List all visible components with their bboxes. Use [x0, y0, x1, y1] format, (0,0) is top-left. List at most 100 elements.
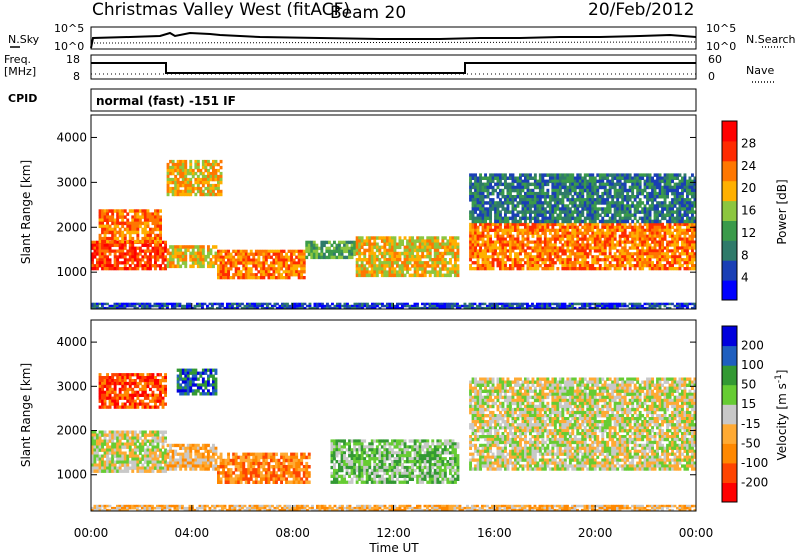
velocity-cell-b0 [147, 458, 150, 461]
power-cell-b5 [331, 244, 334, 247]
power-cell-b3 [179, 172, 182, 175]
velocity-cell-b0 [96, 440, 99, 443]
power-cell-b7 [474, 261, 477, 264]
power-cell-b8 [554, 180, 557, 184]
power-cell-b8 [586, 173, 589, 177]
power-cell-b3 [189, 190, 192, 193]
power-cell-b4 [283, 250, 286, 253]
power-cell-b8 [509, 210, 512, 214]
power-cell-b9 [484, 303, 487, 306]
power-cell-b4 [268, 264, 271, 267]
power-cell-b7 [517, 232, 520, 235]
power-cell-b7 [686, 249, 689, 252]
velocity-cell-b0 [116, 440, 119, 443]
power-cell-b9 [131, 305, 134, 308]
power-cell-b6 [404, 274, 407, 278]
power-cell-b6 [371, 252, 374, 256]
power-cell-b4 [227, 253, 230, 256]
power-cell-b6 [436, 243, 439, 247]
power-cell-b7 [574, 243, 577, 246]
power-cell-b8 [541, 173, 544, 177]
power-cell-b7 [606, 258, 609, 261]
power-cell-b7 [649, 243, 652, 246]
power-cell-b7 [681, 264, 684, 267]
power-cell-b8 [664, 217, 667, 221]
power-cell-b5 [315, 250, 318, 253]
velocity-cell-b0 [96, 458, 99, 461]
power-cell-b8 [509, 186, 512, 190]
power-cell-b7 [484, 258, 487, 261]
power-cell-b1 [126, 219, 129, 223]
power-cell-b7 [512, 258, 515, 261]
velocity-cell-b0 [141, 464, 144, 467]
velocity-cell-b0 [149, 431, 152, 434]
power-cell-b2 [199, 265, 202, 269]
power-cell-b7 [519, 249, 522, 252]
power-cell-b6 [457, 252, 460, 256]
power-colorbar-tick-4: 12 [741, 226, 756, 240]
power-cell-b8 [674, 201, 677, 205]
power-cell-b7 [579, 238, 582, 241]
power-cell-b1 [119, 240, 122, 244]
power-cell-b6 [381, 261, 384, 265]
power-cell-b6 [368, 270, 371, 274]
power-cell-b8 [636, 210, 639, 214]
power-cell-b8 [686, 210, 689, 214]
power-cell-b6 [446, 239, 449, 243]
power-cell-b8 [639, 189, 642, 193]
power-cell-b8 [519, 189, 522, 193]
power-cell-b8 [649, 217, 652, 221]
power-cell-b8 [691, 186, 694, 190]
power-cell-b7 [509, 241, 512, 244]
power-cell-b4 [283, 259, 286, 262]
power-cell-b8 [686, 198, 689, 202]
power-cell-b9 [179, 305, 182, 308]
power-cell-b8 [551, 195, 554, 199]
power-cell-b8 [591, 183, 594, 187]
power-cell-b8 [484, 186, 487, 190]
power-cell-b8 [644, 183, 647, 187]
power-cell-b6 [368, 249, 371, 253]
power-cell-b7 [609, 229, 612, 232]
power-cell-b0 [109, 267, 112, 270]
power-cell-b7 [512, 226, 515, 229]
power-cell-b7 [554, 246, 557, 249]
power-cell-b8 [616, 204, 619, 208]
power-cell-b7 [599, 241, 602, 244]
power-cell-b8 [507, 210, 510, 214]
power-cell-b8 [522, 207, 525, 211]
power-cell-b7 [551, 243, 554, 246]
power-cell-b6 [409, 246, 412, 250]
power-cell-b6 [419, 246, 422, 250]
power-cell-b7 [619, 252, 622, 255]
power-cell-b8 [606, 189, 609, 193]
power-cell-b3 [210, 193, 213, 196]
power-cell-b9 [204, 303, 207, 306]
power-cell-b7 [651, 267, 654, 270]
power-cell-b2 [184, 265, 187, 269]
power-cell-b8 [681, 192, 684, 196]
power-cell-b6 [406, 239, 409, 243]
power-cell-b7 [489, 229, 492, 232]
power-cell-b0 [96, 244, 99, 247]
power-cell-b6 [376, 264, 379, 268]
power-cell-b2 [189, 245, 192, 249]
power-cell-b0 [124, 241, 127, 244]
power-cell-b6 [389, 261, 392, 265]
power-cell-b8 [606, 201, 609, 205]
power-cell-b8 [654, 195, 657, 199]
power-cell-b7 [507, 229, 510, 232]
power-cell-b8 [579, 177, 582, 181]
power-cell-b6 [436, 264, 439, 268]
power-cell-b7 [484, 243, 487, 246]
velocity-cell-b0 [119, 470, 122, 473]
power-cell-b7 [681, 223, 684, 226]
power-cell-b7 [487, 235, 490, 238]
power-cell-b1 [104, 231, 107, 235]
power-cell-b6 [368, 239, 371, 243]
power-cell-b8 [609, 180, 612, 184]
power-cell-b7 [517, 238, 520, 241]
power-cell-b6 [426, 261, 429, 265]
power-cell-b8 [574, 201, 577, 205]
power-cell-b1 [114, 228, 117, 232]
